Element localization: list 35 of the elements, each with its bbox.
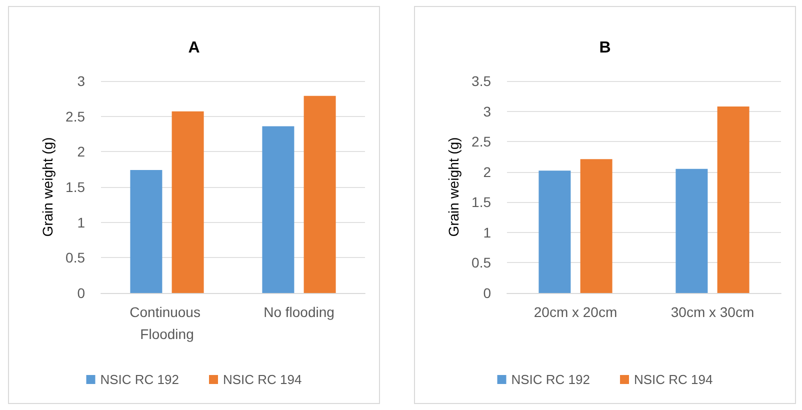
y-tick-label: 2.5	[66, 108, 86, 124]
y-tick-label: 0	[483, 285, 492, 301]
bar	[538, 170, 571, 293]
x-tick-label: 30cm x 30cm	[670, 304, 754, 320]
legend-label: NSIC RC 194	[223, 372, 302, 387]
legend-label: NSIC RC 192	[100, 372, 179, 387]
y-tick-label: 1.5	[66, 179, 86, 195]
x-tick-label: No flooding	[264, 304, 334, 320]
x-tick-label: 20cm x 20cm	[534, 304, 618, 320]
y-tick-label: 2.5	[472, 134, 492, 150]
y-tick-label: 3.5	[472, 73, 492, 89]
y-tick-label: 1	[483, 224, 492, 240]
chart-title: B	[599, 40, 611, 56]
y-tick-label: 3	[483, 103, 492, 120]
bar	[717, 106, 750, 293]
y-tick-label: 0.5	[472, 254, 492, 271]
bar	[130, 170, 162, 293]
chart-title: A	[188, 40, 200, 56]
bar	[172, 111, 204, 293]
legend-label: NSIC RC 192	[511, 372, 590, 387]
y-axis-title: Grain weight (g)	[446, 137, 462, 237]
y-tick-label: 1	[77, 214, 86, 230]
x-tick-label: Continuous Flooding	[130, 304, 204, 342]
y-tick-label: 2	[77, 144, 86, 160]
bar	[580, 159, 612, 293]
legend-label: NSIC RC 194	[634, 372, 713, 387]
y-tick-label: 2	[483, 164, 492, 180]
bar	[262, 126, 294, 293]
y-tick-label: 0.5	[66, 250, 86, 266]
y-tick-label: 3	[77, 73, 86, 89]
y-tick-label: 0	[77, 285, 86, 301]
bar	[676, 168, 708, 293]
bar	[304, 96, 336, 293]
y-tick-label: 1.5	[472, 194, 492, 210]
y-axis-title: Grain weight (g)	[40, 137, 56, 237]
